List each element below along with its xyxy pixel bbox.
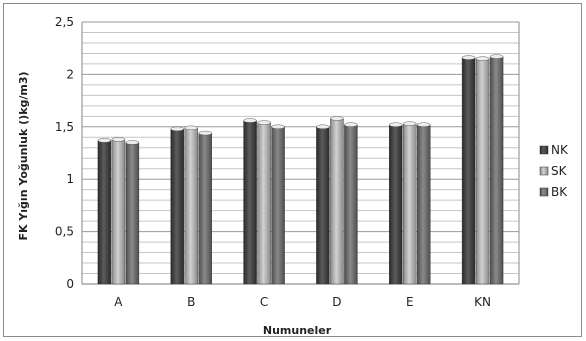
bar-top-cap bbox=[475, 56, 490, 61]
bar-sk-kn bbox=[475, 58, 490, 285]
legend-swatch-sk bbox=[539, 166, 549, 176]
bar-top-cap bbox=[198, 130, 212, 136]
x-tick-label: B bbox=[187, 295, 195, 309]
bar-top-cap bbox=[461, 55, 476, 60]
grid-lines bbox=[81, 21, 520, 285]
bar-bk-b bbox=[198, 132, 212, 285]
x-tick-label: E bbox=[406, 295, 414, 309]
y-tick-label: 0,5 bbox=[55, 225, 74, 239]
y-tick-label: 1,5 bbox=[55, 120, 74, 134]
legend: NK SK BK bbox=[539, 143, 569, 199]
y-tick-label: 1 bbox=[66, 172, 74, 186]
bar-sk-a bbox=[111, 139, 126, 285]
chart-frame: 0 0,5 1 1,5 2 2,5 A B C D E KN Numuneler FK Yığın Y… bbox=[3, 3, 582, 337]
bar-sk-d bbox=[330, 118, 344, 285]
bar-bk-d bbox=[344, 124, 358, 285]
bar-top-cap bbox=[257, 120, 271, 125]
bar-nk-d bbox=[316, 126, 330, 285]
bar-nk-e bbox=[389, 124, 403, 285]
legend-swatch-bk bbox=[539, 187, 549, 197]
bar-nk-kn bbox=[461, 57, 476, 285]
bar-top-cap bbox=[417, 122, 431, 127]
bar-bk-c bbox=[271, 126, 285, 285]
bar-top-cap bbox=[111, 137, 126, 142]
legend-label-sk: SK bbox=[551, 164, 568, 178]
legend-label-nk: NK bbox=[551, 143, 569, 157]
bar-top-cap bbox=[344, 122, 358, 127]
bar-top-cap bbox=[403, 121, 417, 126]
x-tick-label: A bbox=[114, 295, 123, 309]
legend-label-bk: BK bbox=[551, 185, 568, 199]
bar-top-cap bbox=[97, 138, 112, 143]
y-axis-title: FK Yığın Yoğunluk ()kg/m3) bbox=[17, 71, 30, 240]
bar-top-cap bbox=[389, 122, 403, 127]
bar-top-cap bbox=[184, 125, 198, 131]
bar-top-cap bbox=[316, 124, 330, 130]
bar-top-cap bbox=[271, 124, 285, 130]
bar-sk-e bbox=[403, 123, 417, 285]
y-tick-label: 0 bbox=[66, 277, 74, 291]
bars bbox=[97, 54, 504, 285]
bar-bk-a bbox=[125, 142, 140, 285]
bar-nk-a bbox=[97, 140, 112, 285]
bar-nk-b bbox=[170, 128, 184, 285]
bar-top-cap bbox=[170, 126, 184, 132]
bar-top-cap bbox=[125, 140, 140, 145]
bar-top-cap bbox=[243, 118, 257, 123]
x-tick-label: C bbox=[260, 295, 268, 309]
y-tick-label: 2 bbox=[66, 67, 74, 81]
bar-bk-e bbox=[417, 124, 431, 285]
bar-top-cap bbox=[489, 54, 504, 59]
x-axis-title: Numuneler bbox=[263, 324, 332, 337]
bar-nk-c bbox=[243, 120, 257, 285]
bar-chart: 0 0,5 1 1,5 2 2,5 A B C D E KN Numuneler FK Yığın Y… bbox=[17, 15, 569, 337]
bar-sk-b bbox=[184, 127, 198, 285]
y-tick-label: 2,5 bbox=[55, 15, 74, 29]
x-tick-label: D bbox=[332, 295, 341, 309]
tick-labels: 0 0,5 1 1,5 2 2,5 A B C D E KN bbox=[55, 15, 491, 309]
legend-swatch-nk bbox=[539, 145, 549, 155]
bar-sk-c bbox=[257, 122, 271, 285]
x-tick-label: KN bbox=[474, 295, 491, 309]
bar-bk-kn bbox=[489, 56, 504, 285]
bar-top-cap bbox=[330, 116, 344, 121]
